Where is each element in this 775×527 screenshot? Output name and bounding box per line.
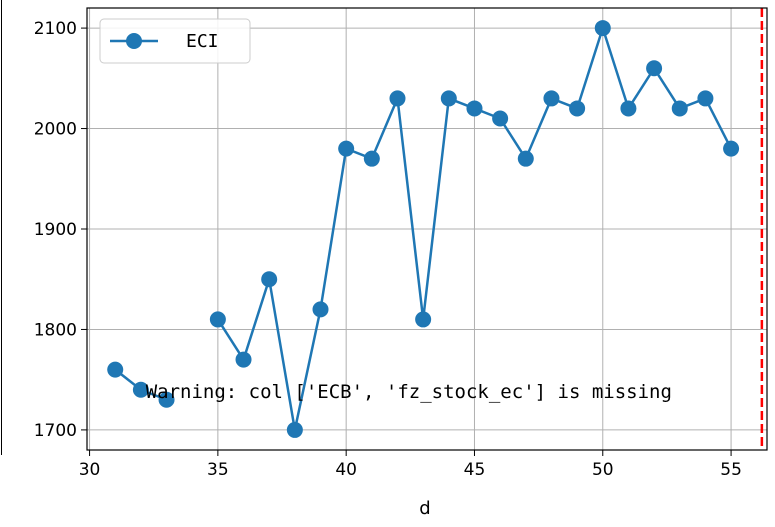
data-point [235,351,252,368]
data-point [286,421,303,438]
legend-label: ECI [186,31,219,52]
x-tick-label: 45 [464,460,486,480]
x-tick-label: 35 [207,460,229,480]
data-point [671,100,688,117]
x-tick-label: 50 [592,460,614,480]
data-point [312,301,329,318]
data-point [158,391,175,408]
y-tick-label: 1800 [34,320,77,340]
x-tick-label: 55 [720,460,742,480]
x-tick-label: 40 [335,460,357,480]
data-point [517,150,534,167]
y-tick-label: 1700 [34,421,77,441]
data-point [543,90,560,107]
data-point [723,140,740,157]
data-point [209,311,226,328]
y-tick-label: 1900 [34,220,77,240]
data-point [492,110,509,127]
data-point [594,20,611,37]
data-point [440,90,457,107]
data-point [646,60,663,77]
data-point [569,100,586,117]
legend-marker [126,33,142,49]
data-point [261,271,278,288]
data-point [466,100,483,117]
data-point [363,150,380,167]
warning-annotation: Warning: col ['ECB', 'fz_stock_ec'] is m… [146,381,672,403]
data-point [338,140,355,157]
x-tick-label: 30 [79,460,101,480]
data-point [415,311,432,328]
data-point [132,381,149,398]
data-point [697,90,714,107]
y-tick-label: 2100 [34,19,77,39]
data-point [389,90,406,107]
y-tick-label: 2000 [34,120,77,140]
legend-box [99,18,251,64]
data-point [107,361,124,378]
x-axis-label: d [419,498,430,519]
data-point [620,100,637,117]
